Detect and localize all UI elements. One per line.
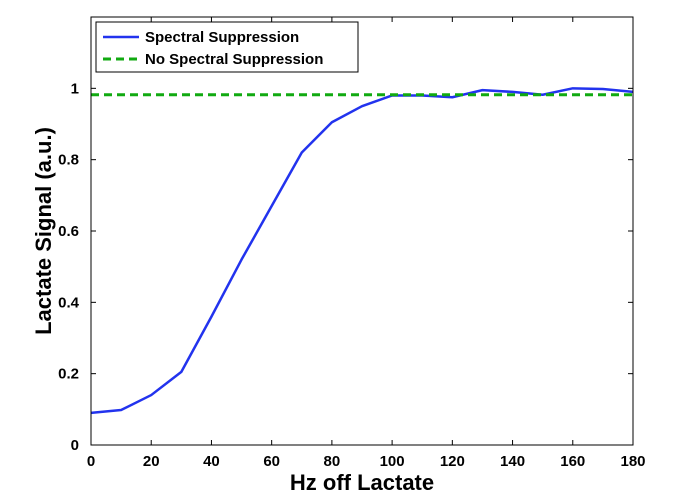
x-tick-label: 140 xyxy=(500,453,525,470)
x-tick-label: 100 xyxy=(380,453,405,470)
x-tick-label: 160 xyxy=(560,453,585,470)
y-tick-label: 1 xyxy=(71,80,79,97)
y-tick-label: 0.6 xyxy=(58,223,79,240)
y-axis-title: Lactate Signal (a.u.) xyxy=(31,127,56,335)
legend-box xyxy=(95,21,359,73)
y-tick-label: 0.8 xyxy=(58,152,79,169)
y-axis: 0 0.2 0.4 0.6 0.8 1 xyxy=(58,80,633,454)
plot-frame xyxy=(90,16,634,446)
series-layer xyxy=(90,87,634,415)
x-tick-label: 20 xyxy=(143,453,160,470)
y-tick-label: 0.4 xyxy=(58,294,80,311)
legend: Spectral Suppression No Spectral Suppres… xyxy=(95,21,359,73)
x-axis: 0 20 40 60 80 100 120 140 160 180 xyxy=(87,17,646,470)
y-tick-label: 0.2 xyxy=(58,366,79,383)
x-tick-label: 120 xyxy=(440,453,465,470)
series-line-spectral-suppression xyxy=(90,87,634,415)
x-tick-label: 180 xyxy=(620,453,645,470)
legend-label-spectral-suppression: Spectral Suppression xyxy=(145,29,299,46)
x-tick-label: 40 xyxy=(203,453,220,470)
legend-label-no-spectral-suppression: No Spectral Suppression xyxy=(145,51,323,68)
y-tick-label: 0 xyxy=(71,437,79,454)
x-tick-label: 80 xyxy=(324,453,341,470)
x-tick-label: 0 xyxy=(87,453,95,470)
x-tick-label: 60 xyxy=(263,453,280,470)
x-axis-title: Hz off Lactate xyxy=(290,470,434,495)
